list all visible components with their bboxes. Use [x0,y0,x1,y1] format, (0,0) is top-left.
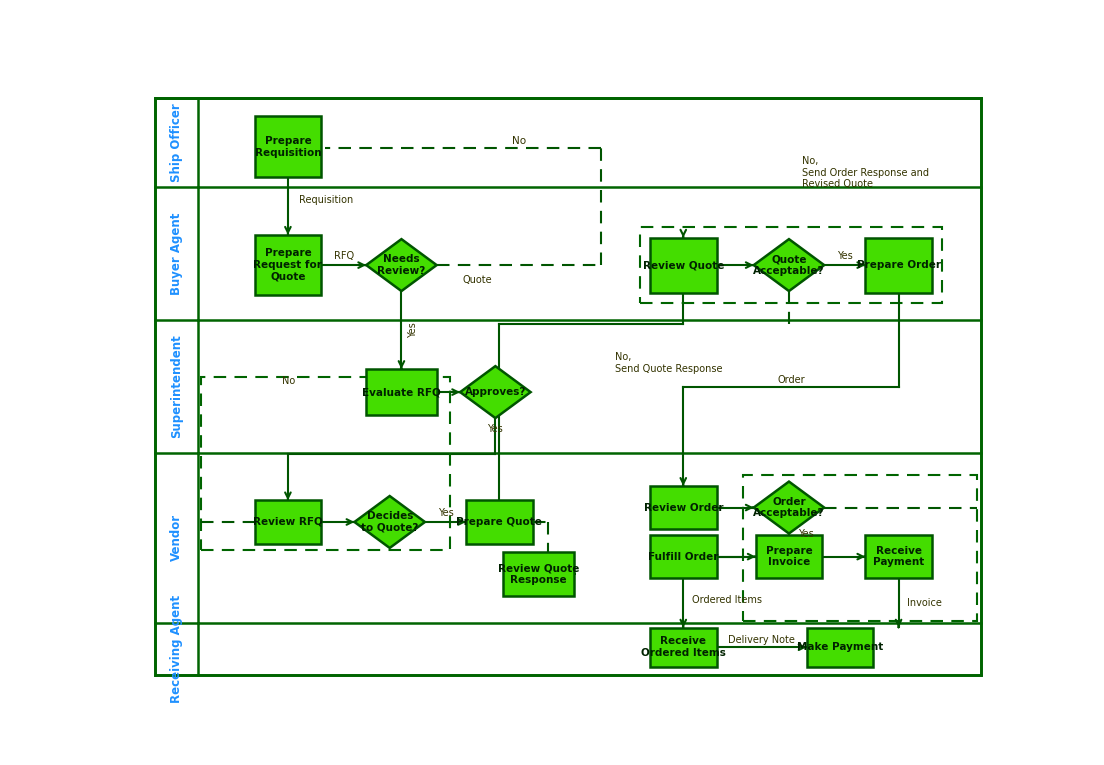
Polygon shape [354,496,425,548]
Polygon shape [367,239,437,291]
Bar [743,474,977,620]
Text: Make Payment: Make Payment [797,643,883,653]
Text: Yes: Yes [797,529,814,539]
Bar [201,377,450,549]
Text: Yes: Yes [437,507,454,518]
Bar [650,486,716,529]
Text: Receive
Ordered Items: Receive Ordered Items [640,636,725,658]
Text: No,
Send Quote Response: No, Send Quote Response [615,353,722,374]
Polygon shape [754,239,825,291]
Text: Quote: Quote [463,275,492,285]
Text: Review RFQ: Review RFQ [253,517,322,527]
Bar [807,627,873,667]
Polygon shape [754,482,825,533]
Text: Prepare Quote: Prepare Quote [456,517,542,527]
Text: Needs
Review?: Needs Review? [378,254,425,276]
Bar [255,500,321,544]
Text: Ordered Items: Ordered Items [692,595,762,605]
Bar [650,627,716,667]
Text: Requisition: Requisition [299,195,353,205]
Bar [466,500,532,544]
Text: Fulfill Order: Fulfill Order [648,552,719,562]
Bar [503,552,574,596]
Bar [255,116,321,177]
Text: Quote
Acceptable?: Quote Acceptable? [753,254,825,276]
Bar [866,238,932,292]
Text: Receive
Payment: Receive Payment [873,545,924,568]
Text: No,
Send Order Response and
Revised Quote: No, Send Order Response and Revised Quot… [802,156,928,189]
Text: Yes: Yes [408,322,418,338]
Text: Review Quote
Response: Review Quote Response [498,563,580,584]
Text: Prepare Order: Prepare Order [857,260,941,270]
Text: Prepare
Request for
Quote: Prepare Request for Quote [254,249,322,282]
Bar [650,238,716,292]
Text: Yes: Yes [488,424,503,434]
Text: Order: Order [777,376,805,386]
Text: Prepare
Invoice: Prepare Invoice [765,545,813,568]
Text: Ship Officer: Ship Officer [170,103,183,182]
Bar [866,535,932,578]
Text: Order
Acceptable?: Order Acceptable? [753,496,825,519]
Bar [639,227,942,303]
Text: Evaluate RFQ: Evaluate RFQ [362,387,440,397]
Text: Review Order: Review Order [644,503,723,513]
Text: Superintendent: Superintendent [170,334,183,438]
Text: Yes: Yes [837,251,852,261]
Text: Receiving Agent: Receiving Agent [170,595,183,703]
Polygon shape [460,366,531,418]
Text: No: No [512,136,526,146]
Text: No: No [282,376,295,386]
Text: Invoice: Invoice [907,598,942,608]
Text: RFQ: RFQ [333,251,353,261]
Text: Decides
to Quote?: Decides to Quote? [361,511,418,532]
Text: Approves?: Approves? [465,387,527,397]
Text: Delivery Note: Delivery Note [729,635,795,645]
Bar [367,369,437,415]
Bar [255,235,321,295]
Text: Buyer Agent: Buyer Agent [170,213,183,295]
Bar [756,535,822,578]
Text: Review Quote: Review Quote [643,260,724,270]
Text: Prepare
Requisition: Prepare Requisition [255,136,321,158]
Bar [650,535,716,578]
Text: Vendor: Vendor [170,514,183,562]
